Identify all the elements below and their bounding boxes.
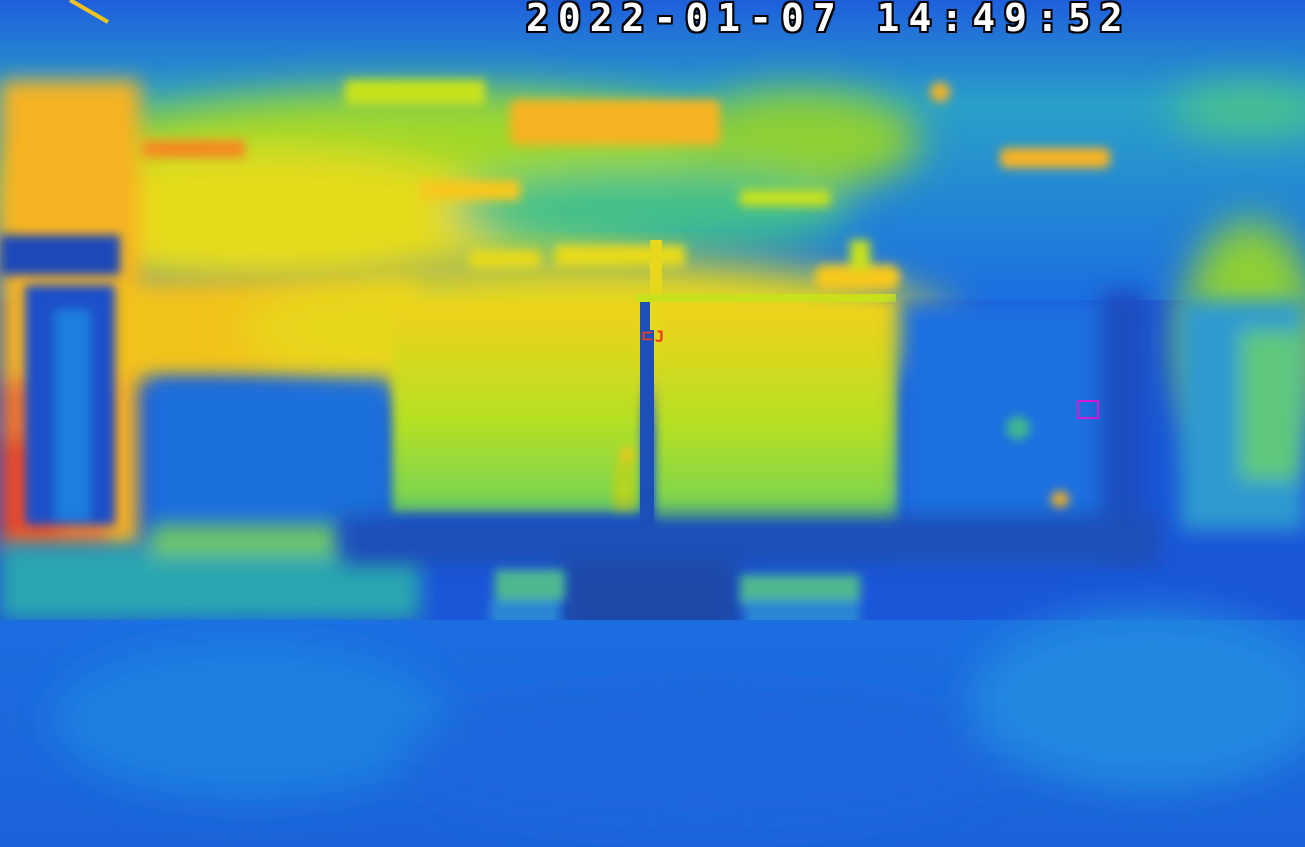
wall-spots <box>1006 416 1069 509</box>
measurement-marker-box <box>1077 400 1099 419</box>
person-silhouette <box>613 446 635 512</box>
ceiling-lights <box>140 80 1110 268</box>
panel-top-rail <box>636 294 896 302</box>
floor-variation <box>50 610 1305 830</box>
central-panels <box>392 305 900 525</box>
timestamp-overlay: 2022-01-07 14:49:52 <box>526 0 1132 40</box>
left-window <box>0 235 120 525</box>
corner-streak <box>68 0 110 24</box>
central-pole <box>650 240 662 330</box>
exit-sign: ㄷJ <box>640 327 664 346</box>
projector <box>815 240 900 290</box>
left-cool-area <box>150 380 390 540</box>
